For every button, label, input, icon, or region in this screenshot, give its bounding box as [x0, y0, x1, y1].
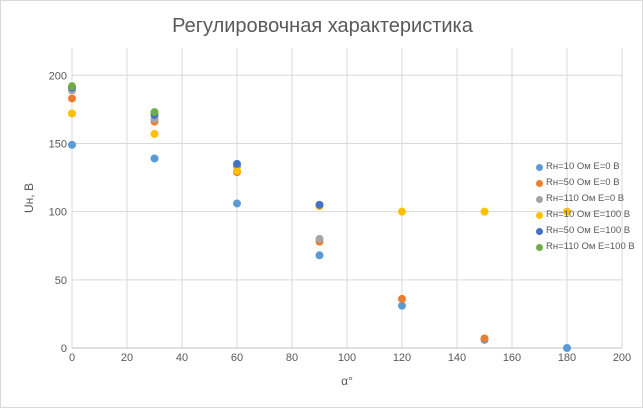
- x-axis-title: α°: [341, 374, 353, 388]
- chart-title: Регулировочная характеристика: [172, 15, 473, 37]
- x-tick-label: 80: [286, 352, 298, 364]
- y-tick-label: 50: [55, 275, 67, 287]
- legend-marker: [536, 244, 543, 251]
- legend-item-3: Rн=110 Ом E=0 В: [536, 193, 641, 205]
- legend: Rн=10 Ом E=0 В Rн=50 Ом E=0 В Rн=110 Ом E=…: [536, 161, 641, 257]
- y-tick-label: 200: [49, 70, 67, 82]
- y-tick-label: 100: [49, 207, 67, 219]
- data-point-series-2: [68, 94, 76, 103]
- x-tick-label: 100: [338, 352, 356, 364]
- legend-item-5: Rн=50 Ом E=100 В: [536, 225, 641, 237]
- legend-item-6: Rн=110 Ом E=100 В: [536, 241, 641, 253]
- data-point-series-4: [233, 166, 241, 175]
- x-tick-label: 0: [69, 352, 75, 364]
- data-point-series-2: [398, 294, 406, 303]
- y-tick-label: 150: [49, 138, 67, 150]
- legend-item-4: Rн=10 Ом E=100 В: [536, 209, 641, 221]
- x-tick-label: 20: [121, 352, 133, 364]
- data-point-series-4: [398, 207, 406, 216]
- legend-label: Rн=10 Ом E=0 В: [546, 161, 620, 172]
- data-point-series-2: [480, 334, 489, 343]
- x-tick-label: 200: [613, 352, 631, 364]
- legend-marker: [536, 164, 543, 171]
- data-point-series-6: [150, 108, 159, 117]
- legend-item-1: Rн=10 Ом E=0 В: [536, 161, 641, 173]
- data-point-series-1: [233, 199, 241, 208]
- x-tick-label: 180: [558, 352, 576, 364]
- legend-label: Rн=110 Ом E=100 В: [546, 241, 635, 252]
- y-tick-label: 0: [61, 343, 67, 355]
- legend-label: Rн=50 Ом E=0 В: [546, 177, 620, 188]
- data-point-series-5: [233, 159, 241, 168]
- data-point-series-3: [315, 234, 324, 243]
- data-point-series-4: [150, 129, 159, 138]
- data-point-series-6: [68, 82, 76, 91]
- legend-marker: [536, 196, 543, 203]
- data-point-series-4: [68, 109, 76, 118]
- legend-label: Rн=50 Ом E=100 В: [546, 225, 631, 236]
- x-tick-label: 40: [176, 352, 188, 364]
- y-axis-title: Uн, В: [22, 183, 36, 213]
- data-point-series-5: [315, 200, 324, 209]
- x-tick-label: 60: [231, 352, 243, 364]
- data-point-series-1: [563, 344, 571, 352]
- data-point-series-1: [315, 251, 324, 260]
- legend-label: Rн=10 Ом E=100 В: [546, 209, 631, 220]
- data-point-series-4: [563, 207, 571, 216]
- legend-marker: [536, 228, 543, 235]
- data-point-series-1: [150, 154, 159, 163]
- x-tick-label: 140: [448, 352, 466, 364]
- legend-marker: [536, 212, 543, 219]
- x-tick-label: 160: [503, 352, 521, 364]
- legend-item-2: Rн=50 Ом E=0 В: [536, 177, 641, 189]
- data-point-series-4: [480, 207, 489, 216]
- legend-label: Rн=110 Ом E=0 В: [546, 193, 625, 204]
- x-tick-label: 120: [393, 352, 411, 364]
- data-point-series-1: [68, 140, 76, 149]
- legend-marker: [536, 180, 543, 187]
- data-point-series-1: [398, 301, 406, 310]
